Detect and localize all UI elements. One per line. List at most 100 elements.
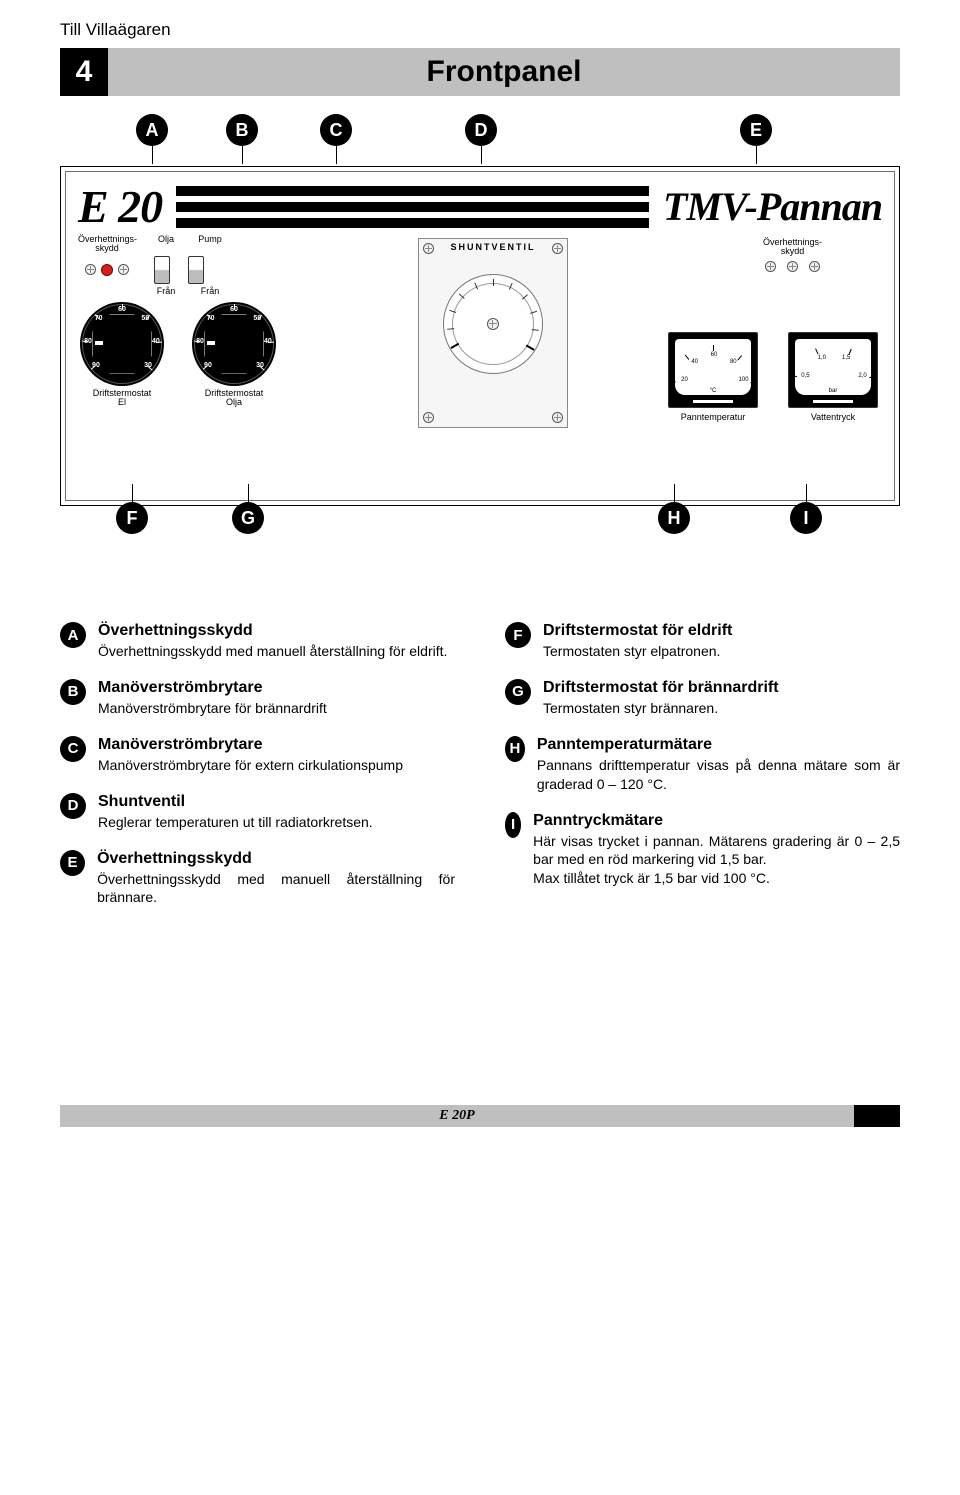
desc-title: Överhettningsskydd [98,622,447,640]
shunt-valve-title: SHUNTVENTIL [419,239,567,252]
desc-item-a: A Överhettningsskydd Överhettningsskydd me… [60,622,455,661]
callout-d-ref: D [60,793,86,819]
screw-icon [85,264,96,275]
screw-icon [423,412,434,423]
shunt-valve-panel: SHUNTVENTIL [418,238,568,428]
screw-icon [787,261,798,272]
desc-title: Överhettningsskydd [97,850,455,868]
screw-icon [487,318,499,330]
desc-body: Manöverströmbrytare för brännardrift [98,699,327,718]
label-pump: Pump [196,235,224,254]
screw-icon [765,261,776,272]
callout-h-ref: H [505,736,525,762]
screw-icon [423,243,434,254]
callout-b-ref: B [60,679,86,705]
callout-e-ref: E [60,850,85,876]
desc-text: ManöverströmbrytareManöverströmbrytare f… [98,736,403,775]
screw-icon [809,261,820,272]
desc-body: Pannans drifttemperatur visas på denna m… [537,756,900,794]
desc-body: Överhettningsskydd med manuell återställ… [98,642,447,661]
callouts-top: ABCDE [60,114,900,164]
description-right: F Driftstermostat för eldrift Termostaten … [505,622,900,925]
callouts-bottom: FGHI [60,502,900,552]
thermostat-oil-label: DriftstermostatOlja [192,389,276,408]
description-left: A Överhettningsskydd Överhettningsskydd me… [60,622,455,925]
gauge-pressure: bar 00,51,01,52,02,5 [788,332,878,408]
desc-title: Shuntventil [98,793,373,811]
desc-title: Manöverströmbrytare [98,679,327,697]
overheat-right: Överhettnings-skydd [763,238,822,272]
gauge-press-unit: bar [795,388,871,394]
desc-body: Överhettningsskydd med manuell återställ… [97,870,455,908]
callout-c: C [320,114,352,164]
thermostat-el-label: DriftstermostatEl [80,389,164,408]
desc-text: Driftstermostat för eldrift Termostaten s… [543,622,732,661]
label-overheat-right: Överhettnings-skydd [763,238,822,257]
desc-body: Max tillåtet tryck är 1,5 bar vid 100 °C… [533,869,900,888]
gauge-adjust-slot [679,398,747,405]
desc-text: Överhettningsskydd Överhettningsskydd med… [97,850,455,908]
desc-body: Termostaten styr brännaren. [543,699,779,718]
shunt-valve-dial[interactable] [443,274,543,374]
desc-item-f: F Driftstermostat för eldrift Termostaten … [505,622,900,661]
section-number: 4 [60,48,108,96]
desc-item-e: E Överhettningsskydd Överhettningsskydd me… [60,850,455,908]
desc-title: Panntemperaturmätare [537,736,900,754]
switch-pump[interactable] [188,256,204,284]
screw-icon [552,412,563,423]
desc-body: Termostaten styr elpatronen. [543,642,732,661]
desc-text: Shuntventil Reglerar temperaturen ut till… [98,793,373,832]
callout-i-ref: I [505,812,521,838]
desc-title: Driftstermostat för eldrift [543,622,732,640]
gauge-temp-unit: °C [675,388,751,394]
desc-item-b: B Manöverströmbrytare Manöverströmbrytare … [60,679,455,718]
model-name: E 20 [78,180,162,233]
overheat-indicator [101,264,113,276]
description-columns: A Överhettningsskydd Överhettningsskydd me… [60,622,900,925]
desc-text: Panntryckmätare Här visas trycket i panna… [533,812,900,889]
label-overheat-left: Överhettnings-skydd [78,235,136,254]
gauge-temperature: °C 020406080100120 [668,332,758,408]
desc-text: Överhettningsskydd Överhettningsskydd med… [98,622,447,661]
desc-text: Panntemperaturmätare Pannans drifttempera… [537,736,900,794]
callout-f: F [116,484,148,534]
thermostat-oil[interactable]: 30405060708090 [192,302,276,386]
desc-item-h: H Panntemperaturmätare Pannans drifttemper… [505,736,900,794]
desc-title: Driftstermostat för brännardrift [543,679,779,697]
callout-b: B [226,114,258,164]
section-title-row: 4 Frontpanel [60,48,900,96]
desc-text: Manöverströmbrytare Manöverströmbrytare f… [98,679,327,718]
callout-f-ref: F [505,622,531,648]
screw-icon [118,264,129,275]
page-footer: E 20P [60,1105,900,1127]
audience-label: Till Villaägaren [60,20,900,40]
overheat-reset-left[interactable] [78,264,136,276]
callout-d: D [465,114,497,164]
thermostat-el[interactable]: 30405060708090 [80,302,164,386]
screw-icon [552,243,563,254]
callout-i: I [790,484,822,534]
brand-name: TMV-Pannan [663,183,882,230]
callout-a-ref: A [60,622,86,648]
desc-title: Panntryckmätare [533,812,900,830]
desc-item-c: C ManöverströmbrytareManöverströmbrytare … [60,736,455,775]
footer-tab [854,1105,900,1127]
callout-h: H [658,484,690,534]
gauge-adjust-slot [799,398,867,405]
desc-text: Driftstermostat för brännardrift Termosta… [543,679,779,718]
desc-body: Här visas trycket i pannan. Mätarens gra… [533,832,900,870]
brand-stripes [176,186,649,228]
callout-a: A [136,114,168,164]
label-oil: Olja [154,235,178,254]
desc-body: Reglerar temperaturen ut till radiatorkr… [98,813,373,832]
section-title: Frontpanel [108,48,900,96]
switch-oil[interactable] [154,256,170,284]
desc-item-g: GDriftstermostat för brännardriftTermost… [505,679,900,718]
gauge-press-label: Vattentryck [788,412,878,422]
footer-model: E 20P [60,1105,854,1127]
front-panel: E 20 TMV-Pannan Överhettnings-skydd Olja… [65,171,895,501]
callout-c-ref: C [60,736,86,762]
desc-title: Manöverströmbrytare [98,736,403,754]
brand-row: E 20 TMV-Pannan [66,172,894,233]
overheat-reset-right[interactable] [763,261,822,272]
